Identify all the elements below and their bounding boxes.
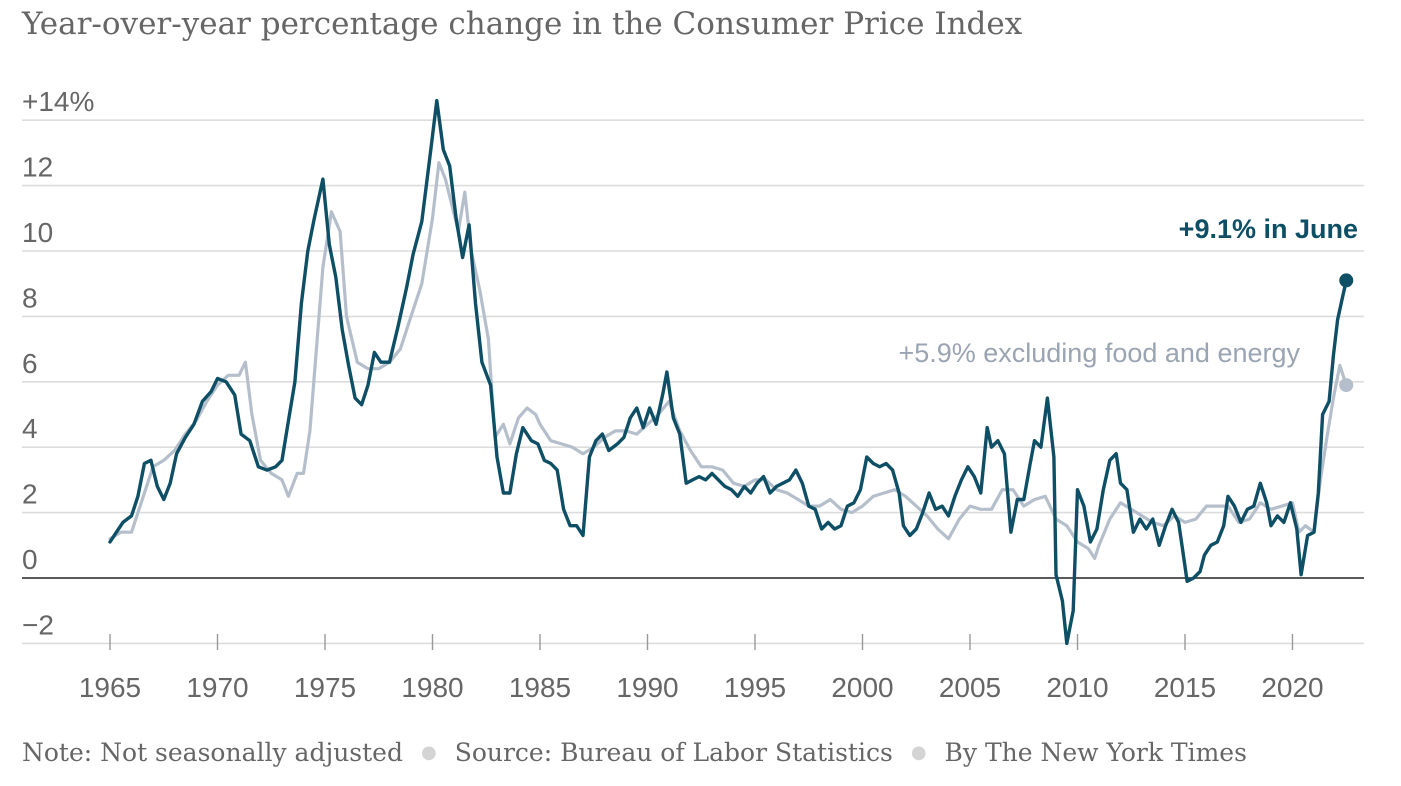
y-tick-label: 10 bbox=[22, 217, 53, 248]
y-tick-label: −2 bbox=[22, 609, 54, 640]
annotations: +9.1% in June +5.9% excluding food and en… bbox=[898, 214, 1358, 393]
x-tick-label: 1965 bbox=[79, 672, 141, 703]
byline-text: By The New York Times bbox=[944, 738, 1247, 767]
x-tick-label: 1970 bbox=[186, 672, 248, 703]
x-tick-label: 2015 bbox=[1154, 672, 1216, 703]
separator-dot-icon: ● bbox=[420, 742, 437, 763]
note-text: Note: Not seasonally adjusted bbox=[22, 738, 403, 767]
y-tick-label: +14% bbox=[22, 86, 94, 117]
source-text: Source: Bureau of Labor Statistics bbox=[454, 738, 893, 767]
gridlines bbox=[22, 119, 1364, 645]
x-axis-ticks: 1965 1970 1975 1980 1985 1990 1995 2000 2005 2010… bbox=[79, 634, 1324, 703]
x-tick-label: 2020 bbox=[1261, 672, 1323, 703]
core-end-dot bbox=[1339, 378, 1354, 393]
core-annotation-label: +5.9% excluding food and energy bbox=[898, 338, 1300, 368]
headline-series-line bbox=[108, 98, 1348, 646]
chart-footer: Note: Not seasonally adjusted ● Source: Bu… bbox=[22, 738, 1247, 767]
y-tick-label: 2 bbox=[22, 479, 38, 510]
cpi-line-chart: +14% 12 10 8 6 4 2 0 −2 1965 1970 1975 1980 1985 1990… bbox=[22, 86, 1364, 703]
x-tick-label: 2000 bbox=[831, 672, 893, 703]
y-tick-label: 4 bbox=[22, 413, 38, 444]
x-tick-label: 1990 bbox=[616, 672, 678, 703]
y-tick-label: 8 bbox=[22, 282, 38, 313]
x-tick-label: 1975 bbox=[294, 672, 356, 703]
x-tick-label: 2010 bbox=[1046, 672, 1108, 703]
x-tick-label: 1995 bbox=[724, 672, 786, 703]
series-lines bbox=[108, 98, 1348, 646]
headline-annotation-label: +9.1% in June bbox=[1179, 214, 1358, 244]
chart-title: Year-over-year percentage change in the … bbox=[22, 6, 1023, 42]
x-tick-label: 1980 bbox=[401, 672, 463, 703]
separator-dot-icon: ● bbox=[910, 742, 927, 763]
core-series-line bbox=[108, 161, 1348, 560]
y-axis-ticks: +14% 12 10 8 6 4 2 0 −2 bbox=[22, 86, 94, 640]
x-tick-label: 1985 bbox=[509, 672, 571, 703]
y-tick-label: 6 bbox=[22, 348, 38, 379]
x-tick-label: 2005 bbox=[939, 672, 1001, 703]
y-tick-label: 12 bbox=[22, 152, 53, 183]
y-tick-label: 0 bbox=[22, 544, 38, 575]
headline-end-dot bbox=[1339, 273, 1354, 288]
